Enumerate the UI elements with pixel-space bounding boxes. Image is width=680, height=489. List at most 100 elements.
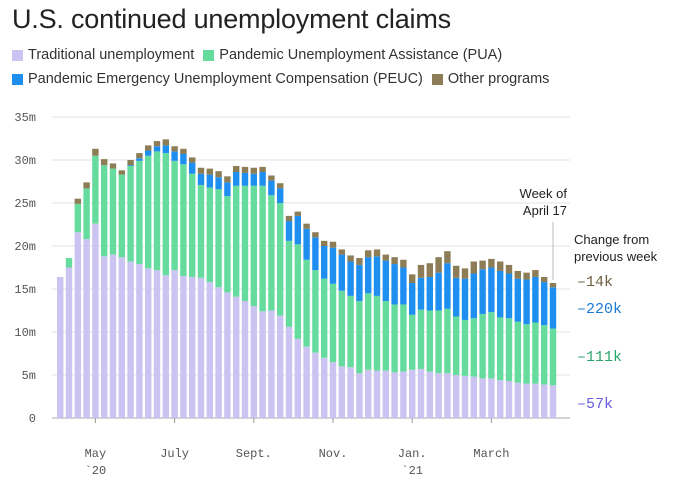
legend-label-other: Other programs bbox=[447, 71, 550, 87]
bar-traditional bbox=[391, 372, 398, 418]
bar-pua bbox=[312, 270, 319, 353]
bar-other bbox=[312, 232, 319, 238]
bar-pua bbox=[470, 318, 477, 377]
legend-label-peuc: Pandemic Emergency Unemployment Compensa… bbox=[28, 71, 423, 87]
bar-traditional bbox=[461, 375, 469, 418]
bar-traditional bbox=[171, 270, 178, 418]
bar-other bbox=[303, 223, 310, 229]
bar-traditional bbox=[145, 268, 152, 418]
bar-pua bbox=[241, 185, 249, 302]
legend-swatch-pua bbox=[203, 49, 215, 61]
bar-peuc bbox=[435, 272, 442, 311]
bar-peuc bbox=[453, 277, 460, 317]
week-annotation-line2: April 17 bbox=[523, 203, 567, 218]
bar-traditional bbox=[417, 368, 425, 418]
bar-pua bbox=[479, 313, 486, 379]
y-tick-label: 15m bbox=[14, 283, 36, 297]
bar-pua bbox=[250, 185, 257, 307]
bar-peuc bbox=[180, 153, 187, 165]
bar-peuc bbox=[162, 145, 169, 154]
bar-peuc bbox=[197, 173, 205, 185]
bar-other bbox=[101, 159, 108, 166]
bar-other bbox=[347, 255, 354, 262]
bar-peuc bbox=[541, 282, 548, 326]
bar-peuc bbox=[294, 215, 301, 245]
bar-traditional bbox=[197, 277, 205, 418]
chart-title: U.S. continued unemployment claims bbox=[12, 4, 451, 34]
change-annotation-line2: previous week bbox=[574, 249, 658, 264]
bar-other bbox=[426, 263, 433, 277]
bar-peuc bbox=[497, 270, 504, 318]
bar-traditional bbox=[444, 373, 451, 418]
bar-other bbox=[400, 259, 407, 268]
bar-traditional bbox=[426, 371, 433, 418]
bar-traditional bbox=[101, 256, 108, 418]
bar-peuc bbox=[277, 188, 284, 203]
bar-traditional bbox=[189, 276, 196, 418]
bar-traditional bbox=[453, 375, 460, 418]
y-tick-label: 30m bbox=[14, 154, 36, 168]
bar-traditional bbox=[505, 381, 513, 418]
bar-traditional bbox=[294, 338, 301, 418]
y-tick-label: 35m bbox=[14, 111, 36, 125]
bar-peuc bbox=[479, 269, 486, 314]
bar-traditional bbox=[400, 371, 407, 418]
bar-traditional bbox=[65, 267, 73, 418]
bar-pua bbox=[233, 185, 240, 297]
bar-other bbox=[329, 241, 337, 248]
x-tick-label: Sept. bbox=[236, 447, 272, 461]
bar-traditional bbox=[523, 383, 530, 418]
bar-traditional bbox=[268, 310, 275, 418]
bar-peuc bbox=[347, 261, 354, 296]
bar-peuc bbox=[365, 257, 372, 294]
y-tick-label: 5m bbox=[22, 369, 36, 383]
bar-peuc bbox=[523, 279, 530, 325]
bar-pua bbox=[365, 293, 372, 370]
bar-other bbox=[514, 270, 521, 279]
bar-pua bbox=[356, 301, 363, 374]
bar-pua bbox=[109, 168, 117, 255]
bar-pua bbox=[321, 278, 328, 358]
bar-traditional bbox=[488, 378, 495, 418]
bar-traditional bbox=[409, 369, 416, 418]
bar-traditional bbox=[241, 301, 249, 418]
bar-traditional bbox=[347, 367, 354, 418]
bar-traditional bbox=[215, 287, 222, 418]
bar-other bbox=[241, 166, 249, 173]
bar-pua bbox=[505, 318, 513, 382]
bar-other bbox=[153, 141, 161, 147]
bar-other bbox=[417, 264, 425, 278]
bar-peuc bbox=[233, 172, 240, 186]
legend-row-1: Traditional unemployment Pandemic Unempl… bbox=[12, 47, 511, 63]
bar-other bbox=[470, 261, 477, 274]
bars bbox=[57, 139, 557, 418]
y-tick-label: 10m bbox=[14, 326, 36, 340]
bar-traditional bbox=[338, 366, 345, 418]
bar-pua bbox=[435, 310, 442, 374]
bar-other bbox=[382, 254, 389, 261]
bar-pua bbox=[541, 325, 548, 385]
bar-traditional bbox=[206, 282, 213, 418]
bar-pua bbox=[461, 319, 469, 376]
bar-pua bbox=[162, 153, 169, 276]
bar-pua bbox=[338, 290, 345, 367]
bar-pua bbox=[523, 324, 530, 384]
bar-pua bbox=[268, 195, 275, 311]
bar-other bbox=[233, 166, 240, 173]
bar-pua bbox=[83, 188, 90, 240]
bar-traditional bbox=[303, 346, 310, 418]
bar-peuc bbox=[153, 146, 161, 152]
bar-pua bbox=[127, 166, 134, 262]
bar-peuc bbox=[250, 173, 257, 186]
bar-pua bbox=[74, 203, 81, 233]
change-label-peuc: –220k bbox=[577, 301, 622, 318]
x-tick-label: March bbox=[473, 447, 509, 461]
bar-other bbox=[224, 176, 231, 183]
bar-other bbox=[461, 268, 469, 279]
bar-pua bbox=[197, 184, 205, 278]
legend-label-pua: Pandemic Unemployment Assistance (PUA) bbox=[219, 47, 503, 63]
bar-other bbox=[523, 272, 530, 280]
bar-other bbox=[206, 168, 213, 175]
bar-pua bbox=[171, 160, 178, 271]
bar-peuc bbox=[391, 264, 398, 305]
